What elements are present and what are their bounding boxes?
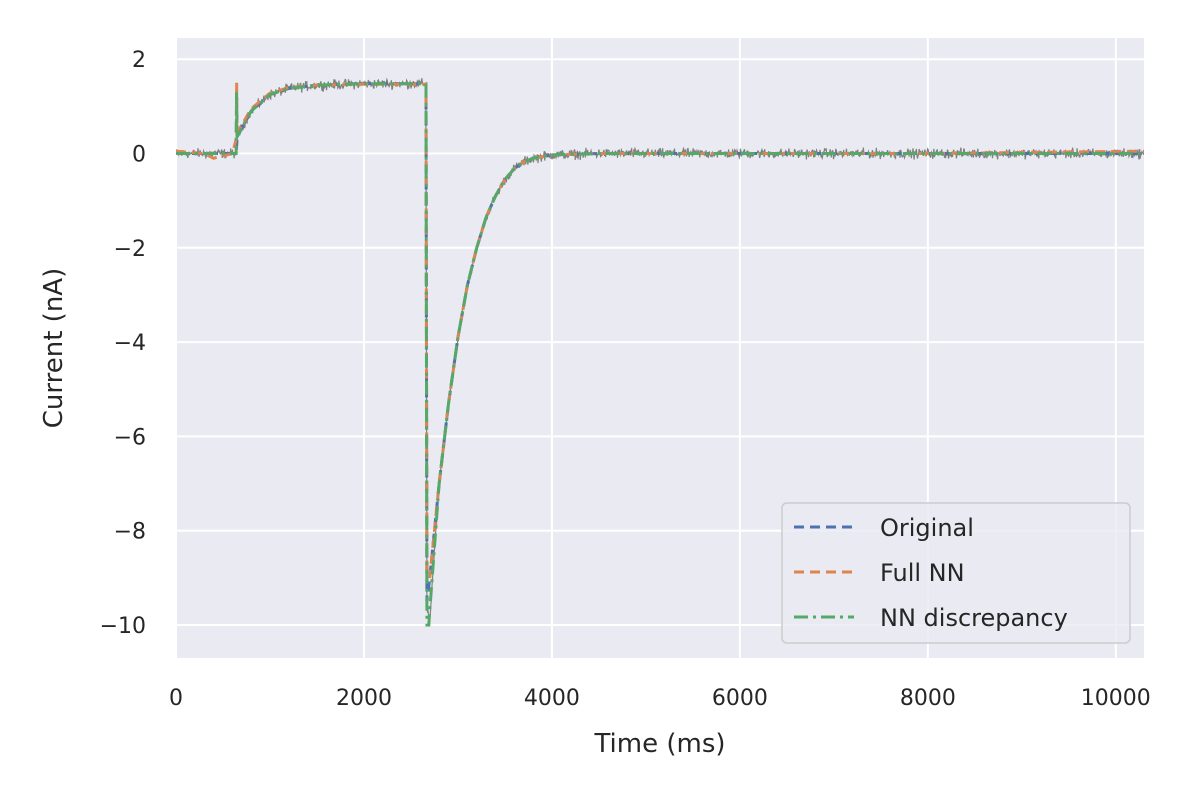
- tick-labels: 0 2000 4000 6000 8000 10000 2 0 −2 −4 −6 −8 −10: [100, 48, 1151, 711]
- legend-label-original: Original: [880, 514, 974, 542]
- x-tick-label: 6000: [712, 686, 768, 711]
- x-tick-label: 0: [169, 686, 183, 711]
- y-tick-label: 2: [132, 48, 146, 73]
- y-tick-label: −10: [100, 614, 146, 639]
- x-tick-label: 4000: [524, 686, 580, 711]
- x-tick-label: 2000: [336, 686, 392, 711]
- series-line-nn-discrepancy: [176, 82, 1144, 627]
- y-tick-label: 0: [132, 143, 146, 168]
- y-tick-label: −8: [114, 520, 146, 545]
- x-axis-label: Time (ms): [593, 729, 725, 759]
- y-tick-label: −2: [114, 237, 146, 262]
- legend-box: [781, 502, 1131, 644]
- legend-label-full-nn: Full NN: [880, 559, 965, 587]
- x-tick-label: 8000: [900, 686, 956, 711]
- y-axis-label: Current (nA): [39, 268, 69, 428]
- y-tick-label: −4: [114, 331, 146, 356]
- y-tick-label: −6: [114, 425, 146, 450]
- plot-area: [176, 77, 1144, 627]
- legend-label-nn-discrepancy: NN discrepancy: [880, 604, 1068, 632]
- x-tick-label: 10000: [1081, 686, 1151, 711]
- legend: Original Full NN NN discrepancy: [781, 502, 1131, 644]
- grid: [175, 38, 1144, 658]
